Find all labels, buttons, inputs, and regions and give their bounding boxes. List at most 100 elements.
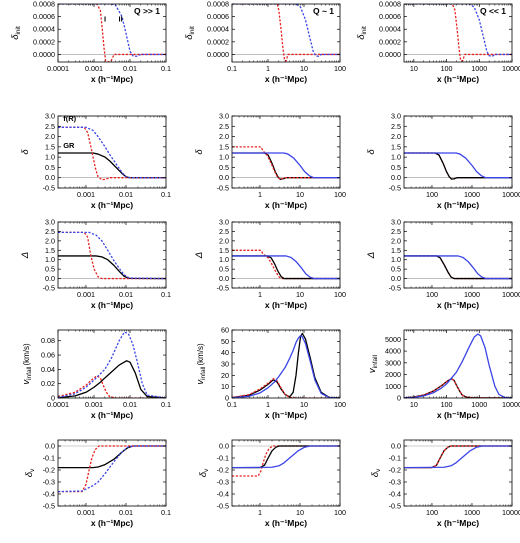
series-line-black <box>404 152 512 180</box>
y-tick-label: 1.0 <box>391 153 401 162</box>
y-tick-label: 2.0 <box>219 236 229 245</box>
x-tick-label: 10000 <box>502 400 520 409</box>
curve-label: I <box>104 15 106 24</box>
series-group <box>232 445 340 477</box>
series-line-blue <box>404 445 512 469</box>
y-tick-label: 0.0008 <box>33 0 55 9</box>
series-line-red <box>404 378 512 398</box>
y-tick-label: -0.2 <box>43 466 55 475</box>
x-axis-label: x (h⁻¹Mpc) <box>91 410 133 420</box>
panel-r2c2: 100 1000 10000 -0.50.00.51.01.52.02.53.0 x (… <box>366 218 520 311</box>
y-axis-label: δinit <box>184 26 196 40</box>
y-tick-label: 30 <box>221 360 229 369</box>
y-label-symbol: Δ <box>20 252 31 259</box>
x-tick-label: 0.01 <box>119 290 133 299</box>
x-tick-label: 0.01 <box>119 190 133 199</box>
x-axis-label: x (h⁻¹Mpc) <box>265 74 307 84</box>
panel-r4c0: 0.001 0.01 0.1 -0.5 -0.4 -0.3 -0.2 -0.1 0.0 x (h⁻… <box>24 439 171 528</box>
y-tick-label: 0.5 <box>219 265 229 274</box>
y-tick-label: 0.0 <box>219 173 229 182</box>
series-line-red <box>404 255 512 280</box>
y-label-subscript: infall <box>372 354 379 368</box>
y-label-unit: (km/s) <box>196 343 205 366</box>
x-tick-label: 100 <box>334 508 346 517</box>
series-group <box>404 152 512 180</box>
y-label-unit: (km/s) <box>22 343 31 366</box>
y-axis-label: Δ <box>194 252 205 259</box>
y-tick-label: 0.0 <box>45 173 55 182</box>
x-tick-label: 0.001 <box>77 290 95 299</box>
x-axis-label: x (h⁻¹Mpc) <box>437 410 479 420</box>
x-axis-label: x (h⁻¹Mpc) <box>437 518 479 528</box>
series-line-blue <box>232 255 340 280</box>
plot-frame <box>57 115 167 189</box>
x-axis-label: x (h⁻¹Mpc) <box>265 200 307 210</box>
x-tick-label: 10 <box>410 400 418 409</box>
y-tick-label: 0.0 <box>391 173 401 182</box>
y-tick-label: -0.2 <box>389 466 401 475</box>
y-label-subscript: infall <box>200 366 207 380</box>
x-axis-label: x (h⁻¹Mpc) <box>91 518 133 528</box>
x-tick-label: 0.1 <box>161 290 171 299</box>
y-tick-label: 0.06 <box>41 351 55 360</box>
y-tick-label: 1000 <box>385 382 401 391</box>
y-tick-label: 4000 <box>385 347 401 356</box>
y-tick-label: 1.5 <box>391 142 401 151</box>
regime-annotation: Q >> 1 <box>134 6 160 16</box>
series-line-black <box>58 255 166 280</box>
series-line-blue <box>232 152 340 179</box>
y-tick-label: 2.5 <box>45 122 55 131</box>
series-line-black <box>232 445 340 469</box>
y-label-subscript: infall <box>26 366 33 380</box>
y-tick-label: 0.5 <box>391 163 401 172</box>
y-tick-label: 0.0 <box>45 274 55 283</box>
y-tick-label: -0.5 <box>217 184 229 193</box>
regime-annotation: Q << 1 <box>480 6 506 16</box>
series-line-black <box>404 445 512 469</box>
x-tick-label: 10 <box>300 64 308 73</box>
y-tick-label: 2.5 <box>219 122 229 131</box>
y-tick-label: 0.0008 <box>207 0 229 9</box>
panel-r4c1: 1 10 100 -0.5 -0.4 -0.3 -0.2 -0.1 0.0 x (h⁻¹Mpc) δ… <box>198 439 346 528</box>
x-tick-label: 10000 <box>502 290 520 299</box>
y-tick-label: 3.0 <box>45 218 55 227</box>
y-tick-label: 1.5 <box>45 142 55 151</box>
y-tick-label: -0.2 <box>217 466 229 475</box>
y-tick-label: 60 <box>221 326 229 335</box>
x-axis-label: x (h⁻¹Mpc) <box>265 518 307 528</box>
y-axis-label: δinit <box>356 26 368 40</box>
y-tick-label: 2.0 <box>391 132 401 141</box>
y-axis-label: δv <box>370 468 382 477</box>
series-group <box>58 331 166 398</box>
x-axis-label: x (h⁻¹Mpc) <box>437 300 479 310</box>
y-tick-label: -0.4 <box>43 490 55 499</box>
series-line-red <box>232 146 340 181</box>
series-line-red <box>58 126 166 181</box>
series-group <box>232 249 340 280</box>
series-line-blue <box>404 4 512 57</box>
x-tick-label: 10000 <box>502 508 520 517</box>
panel-r1c1: 1 10 100 -0.5 0.00.51.0 1.52.02.53.0 x (h⁻¹Mpc… <box>194 112 346 211</box>
series-line-black <box>404 255 512 280</box>
series-line-red <box>58 375 166 398</box>
x-tick-label: 0.001 <box>85 64 103 73</box>
series-line-blue <box>58 126 166 179</box>
series-line-black <box>58 360 166 398</box>
regime-annotation: Q ~ 1 <box>313 6 334 16</box>
x-tick-label: 10000 <box>502 64 520 73</box>
y-tick-label: 0.0000 <box>33 50 55 59</box>
y-tick-label: -0.3 <box>389 478 401 487</box>
panel-r3c1: 0.1 1 10 100 0 10 20 30 40 50 60 x (h⁻¹Mpc) vinfall(… <box>195 326 346 421</box>
x-tick-label: 100 <box>441 400 453 409</box>
plot-frame <box>403 439 513 507</box>
y-tick-label: -0.5 <box>43 284 55 293</box>
x-tick-label: 0.1 <box>161 508 171 517</box>
series-group <box>58 231 166 280</box>
x-axis-label: x (h⁻¹Mpc) <box>437 200 479 210</box>
y-tick-label: 2.5 <box>391 227 401 236</box>
y-tick-label: -0.1 <box>389 454 401 463</box>
y-tick-label: 0.0002 <box>207 37 229 46</box>
y-tick-label: 0.5 <box>45 163 55 172</box>
series-line-black <box>58 152 166 179</box>
